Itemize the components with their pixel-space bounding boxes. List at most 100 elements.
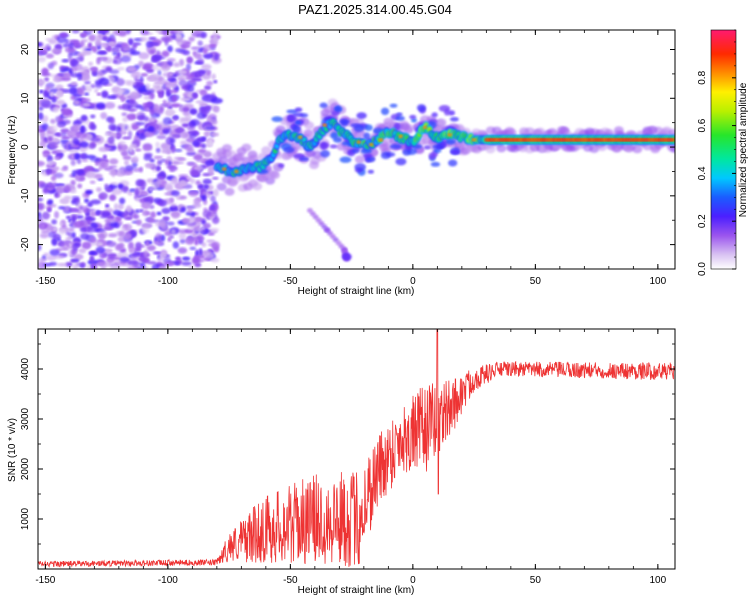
spectrogram-cell <box>79 91 86 96</box>
spectrogram-cell <box>141 223 153 228</box>
spectrogram-cell <box>395 157 407 166</box>
spectrogram-cell <box>41 115 49 123</box>
spectrogram-cell <box>156 134 167 140</box>
spectrogram-cell <box>196 57 204 65</box>
spectrogram-cell <box>211 176 219 180</box>
spectrogram-cell <box>203 150 212 158</box>
spectrogram-cell <box>191 256 200 265</box>
snr-y-label: SNR (10 * v/v) <box>7 418 18 482</box>
spectrogram-cell <box>206 71 211 76</box>
spectrogram-cell <box>154 64 161 72</box>
spectrogram-cell <box>216 182 227 191</box>
spectrogram-cell <box>90 83 96 89</box>
spectrogram-cell <box>76 132 88 139</box>
spectrogram-cell <box>119 257 130 263</box>
spectrogram-cell <box>90 114 96 119</box>
spectrogram-cell <box>213 189 219 197</box>
spectrogram-cell <box>188 190 199 197</box>
spectrogram-cell <box>271 116 283 122</box>
spectrogram-cell <box>90 199 102 205</box>
spectrogram-cell <box>45 226 55 232</box>
spectrogram-cell <box>56 237 62 242</box>
spectrogram-cell <box>198 248 203 256</box>
spectrogram-cell <box>73 124 82 131</box>
spectrogram-cell <box>38 197 44 202</box>
colorbar: 0.0 0.2 0.4 0.6 0.8 Normalized spectral ampl… <box>697 29 749 276</box>
spectrogram-cell <box>74 174 85 182</box>
spectrogram-cell <box>204 85 212 91</box>
spectrogram-cell <box>117 30 127 37</box>
spectrogram-cell <box>47 62 55 70</box>
spectrogram-cell <box>98 77 110 86</box>
spectrogram-cell <box>141 261 146 269</box>
spectrogram-cell <box>149 49 156 54</box>
y-tick-label: 2000 <box>20 457 31 480</box>
spectrogram-cell <box>152 54 160 62</box>
snr-y-ticks: 1000 2000 3000 4000 <box>20 343 675 545</box>
spectrogram-cell <box>210 97 223 104</box>
spectrogram-cell <box>38 106 44 111</box>
spectrogram-cell <box>334 105 341 112</box>
spectrogram-cell <box>84 166 95 173</box>
spectrogram-cell <box>149 73 160 79</box>
spectrogram-cell <box>155 85 165 92</box>
spectrogram-cell <box>208 166 214 175</box>
spectrogram-cell <box>44 77 50 82</box>
spectrogram-cell <box>319 102 328 109</box>
spectrogram-cell <box>133 213 140 220</box>
spectrogram-cell <box>70 159 76 166</box>
spectrogram-cell <box>202 48 208 55</box>
spectrogram-cell <box>52 106 60 113</box>
spectrogram-cell <box>145 83 151 91</box>
spectrogram-cell <box>369 143 374 147</box>
spectrogram-cell <box>129 101 139 109</box>
spectrogram-cell <box>378 138 384 142</box>
spectrogram-cell <box>70 81 78 86</box>
spectrogram-cell <box>496 144 507 153</box>
spectrogram-cell <box>354 163 367 171</box>
spectrogram-cell <box>71 30 80 34</box>
spectrogram-cell <box>138 60 144 68</box>
spectrogram-cell <box>136 79 143 83</box>
spectrogram-cell <box>410 118 417 123</box>
spectrogram-cell <box>61 242 70 250</box>
spectrogram-cell <box>322 123 327 127</box>
spectrogram-cell <box>41 123 49 131</box>
spectrogram-cell <box>143 249 149 258</box>
spectrogram-cell <box>160 62 169 69</box>
spectrogram-cell <box>203 131 210 138</box>
y-tick-label: 10 <box>20 92 31 104</box>
spectrogram-cell <box>101 210 111 218</box>
spectrogram-cell <box>104 101 116 109</box>
spectrogram-cell <box>450 149 460 155</box>
spectrogram-cell <box>194 52 202 59</box>
spectrogram-cell <box>130 151 135 155</box>
spectrogram-cell <box>135 121 146 126</box>
figure-title: PAZ1.2025.314.00.45.G04 <box>298 2 452 17</box>
spectrogram-cell <box>261 146 272 155</box>
spectrogram-cell <box>155 141 160 148</box>
spectrogram-cell <box>74 152 81 160</box>
spectrogram-cell <box>116 66 125 71</box>
spectrogram-cell <box>180 206 186 213</box>
spectrogram-cell <box>213 79 218 84</box>
spectrogram-cell <box>169 34 177 40</box>
snr-x-label: Height of straight line (km) <box>298 585 415 596</box>
spectrogram-cell <box>395 115 405 121</box>
spectrogram-cell <box>84 30 95 33</box>
spectrogram-cell <box>71 232 76 239</box>
spectrogram-cell <box>96 187 102 193</box>
spectrogram-cell <box>95 209 101 216</box>
spectrogram-cell <box>309 161 320 170</box>
spectrogram-cell <box>85 189 93 195</box>
spectrogram-cell <box>131 161 138 169</box>
spectrogram-cell <box>44 86 51 92</box>
x-tick-label: -150 <box>35 575 55 586</box>
spectrogram-cell <box>163 261 175 266</box>
spectrogram-cell <box>402 148 412 156</box>
spectrogram-cell <box>48 142 59 150</box>
spectrogram-cell <box>96 262 105 266</box>
spectrogram-cell <box>298 157 309 162</box>
spectrogram-cell <box>126 80 137 87</box>
spectrogram-cell <box>96 57 101 65</box>
